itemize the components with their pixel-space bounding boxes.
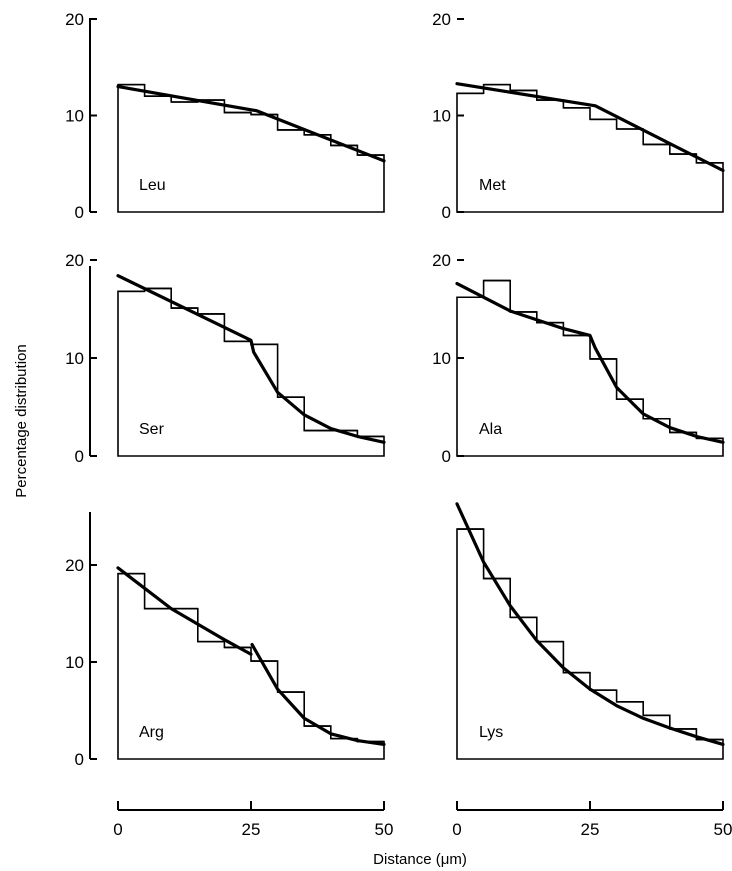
x-axis: 0 25 50 [452, 801, 732, 839]
x-tick-label: 25 [581, 820, 600, 839]
panel-arg: Arg 0 10 20 [65, 512, 386, 769]
fitted-curve [116, 566, 253, 656]
fitted-curve [116, 274, 386, 444]
y-tick-label: 0 [75, 203, 84, 222]
x-tick-label: 50 [375, 820, 394, 839]
x-tick-label: 0 [113, 820, 122, 839]
x-axes: 0 25 50 0 25 50 [113, 801, 732, 839]
y-tick-label: 0 [75, 447, 84, 466]
panel-met: Met 0 10 20 [432, 10, 725, 222]
y-tick-label: 20 [65, 556, 84, 575]
y-tick-label: 10 [65, 107, 84, 126]
panel-lys: Lys [455, 502, 725, 760]
y-tick-label: 0 [442, 447, 451, 466]
panel-label: Met [479, 177, 506, 194]
fitted-curve [250, 642, 386, 747]
panel-label: Lys [479, 724, 503, 741]
y-tick-label: 20 [432, 251, 451, 270]
y-tick-label: 10 [432, 107, 451, 126]
y-tick-label: 20 [65, 10, 84, 29]
panel-leu: Leu 0 10 20 [65, 10, 386, 222]
y-tick-label: 10 [432, 349, 451, 368]
y-tick-label: 20 [65, 251, 84, 270]
y-tick-label: 10 [65, 653, 84, 672]
panel-ala: Ala 0 10 20 [432, 251, 725, 466]
y-axis-title: Percentage distribution [13, 344, 30, 497]
panel-label: Arg [139, 724, 164, 741]
y-tick-label: 20 [432, 10, 451, 29]
x-tick-label: 0 [452, 820, 461, 839]
fitted-curve [455, 502, 725, 747]
y-tick-label: 0 [442, 203, 451, 222]
panels: Leu 0 10 20 Met 0 10 20 Ser 0 10 20 Ala 0 10 20 Arg 0 10 20… [65, 10, 725, 769]
fitted-curve [455, 82, 725, 173]
x-axis-title: Distance (μm) [373, 851, 467, 868]
fitted-curve [116, 84, 386, 163]
x-tick-label: 25 [242, 820, 261, 839]
x-axis: 0 25 50 [113, 801, 393, 839]
panel-label: Ser [139, 421, 165, 438]
panel-ser: Ser 0 10 20 [65, 251, 386, 466]
y-tick-label: 10 [65, 349, 84, 368]
panel-label: Ala [479, 421, 502, 438]
x-tick-label: 50 [714, 820, 732, 839]
fitted-curve [455, 281, 725, 444]
y-tick-label: 0 [75, 750, 84, 769]
panel-label: Leu [139, 177, 166, 194]
